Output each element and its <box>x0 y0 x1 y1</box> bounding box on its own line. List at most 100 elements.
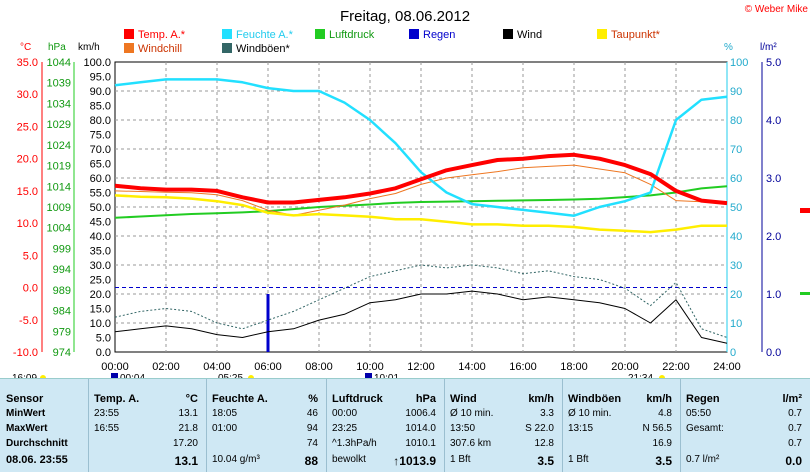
cell-label: 23:25 <box>332 423 358 434</box>
press-tick-label-10: 999 <box>53 243 71 255</box>
legend-label-3: Luftdruck <box>329 29 375 41</box>
cell-value: 17.20 <box>172 438 198 449</box>
wind-tick-label-2: 95.0 <box>90 72 111 84</box>
rain-tick-label-1: 5.0 <box>766 57 781 69</box>
legend-label-2: Feuchte A.* <box>236 29 294 41</box>
table-col-6: Regen l/m² 05:50 0.7 Gesamt: 0.7 0.7 0.7 l/m² 0.… <box>680 379 810 472</box>
series-line-5 <box>114 194 727 234</box>
cell-label: 01:00 <box>212 423 238 434</box>
series-line-2 <box>114 290 728 344</box>
cell-label: Gesamt: <box>686 423 724 434</box>
hum-tick-label-3: 80 <box>730 115 742 127</box>
press-tick-label-7: 1014 <box>47 181 71 193</box>
stats-table: Sensor MinWert MaxWert Durchschnitt 08.0… <box>0 378 810 472</box>
temp-tick-label-6: 10.0 <box>17 218 38 230</box>
col-header: Luftdruck <box>332 393 383 405</box>
sunset-label: 21:34 <box>628 373 653 378</box>
cell-label: Ø 10 min. <box>450 408 494 419</box>
rain-tick-label-2: 4.0 <box>766 115 781 127</box>
wind-tick-label-14: 35.0 <box>90 246 111 258</box>
col-header: Feuchte A. <box>212 393 268 405</box>
sunrise-label: 05:25 <box>218 373 243 378</box>
cell-value: 0.7 <box>788 408 802 419</box>
col-unit: km/h <box>646 393 672 405</box>
wind-tick-label-3: 90.0 <box>90 86 111 98</box>
wind-tick-label-5: 80.0 <box>90 115 111 127</box>
marker-m1-icon <box>111 373 118 378</box>
wind-tick-label-10: 55.0 <box>90 188 111 200</box>
x-tick-label-9: 16:00 <box>509 361 537 373</box>
col-unit: % <box>308 393 318 405</box>
cell-value: 0.0 <box>785 454 802 468</box>
press-tick-label-2: 1039 <box>47 78 71 90</box>
x-tick-label-10: 18:00 <box>560 361 588 373</box>
press-tick-label-6: 1019 <box>47 161 71 173</box>
row-label-current: 08.06. 23:55 <box>6 454 68 466</box>
row-label-max: MaxWert <box>6 423 48 434</box>
cell-label: 18:05 <box>212 408 238 419</box>
table-col-4: Wind km/h Ø 10 min. 3.3 13:50 S 22.0 307.6 km 1… <box>444 379 563 472</box>
wind-tick-label-9: 60.0 <box>90 173 111 185</box>
table-col-5: Windböen km/h Ø 10 min. 4.8 13:15 N 56.5 16.9 1… <box>562 379 681 472</box>
x-tick-label-3: 04:00 <box>203 361 231 373</box>
temp-tick-label-7: 5.0 <box>23 250 38 262</box>
col-header: Wind <box>450 393 477 405</box>
marker-m2-label: 10:01 <box>374 373 399 378</box>
cell-label: bewolkt <box>332 454 366 465</box>
cell-value: 46 <box>306 408 318 419</box>
moon-icon <box>40 375 46 378</box>
press-tick-label-13: 984 <box>53 306 71 318</box>
row-label-min: MinWert <box>6 408 46 419</box>
press-tick-label-15: 974 <box>53 347 71 359</box>
legend-swatch-8 <box>222 43 232 53</box>
cell-label: ^1.3hPa/h <box>332 438 377 449</box>
cell-label: 23:55 <box>94 408 120 419</box>
cell-value: 21.8 <box>178 423 198 434</box>
press-tick-label-8: 1009 <box>47 202 71 214</box>
cell-value: 0.7 <box>788 423 802 434</box>
cell-label: 0.7 l/m² <box>686 454 720 465</box>
temp-tick-label-8: 0.0 <box>23 283 38 295</box>
hum-tick-label-9: 20 <box>730 289 742 301</box>
row-label-avg: Durchschnitt <box>6 438 68 449</box>
legend-label-8: Windböen* <box>236 43 291 55</box>
cell-label: Ø 10 min. <box>568 408 612 419</box>
press-unit: hPa <box>48 42 66 53</box>
cell-value: 3.3 <box>540 408 554 419</box>
chart-title: Freitag, 08.06.2012 <box>340 8 470 25</box>
cell-value: 1010.1 <box>405 438 436 449</box>
rain-tick-label-3: 3.0 <box>766 173 781 185</box>
cell-label: 1 Bft <box>568 454 589 465</box>
press-tick-label-1: 1044 <box>47 57 71 69</box>
cell-value: 74 <box>306 438 318 449</box>
legend-swatch-2 <box>222 29 232 39</box>
wind-tick-label-12: 45.0 <box>90 217 111 229</box>
sunrise-icon <box>248 375 254 378</box>
weather-chart: Freitag, 08.06.2012 © Weber Mike Temp. A.*… <box>12 4 810 378</box>
series-line-3 <box>114 185 728 219</box>
cell-value: 13.1 <box>178 408 198 419</box>
legend-label-5: Wind <box>517 29 542 41</box>
x-tick-label-13: 24:00 <box>713 361 741 373</box>
hum-unit: % <box>724 42 733 53</box>
wind-tick-label-4: 85.0 <box>90 101 111 113</box>
series-line-6 <box>114 78 728 217</box>
x-tick-label-7: 12:00 <box>407 361 435 373</box>
cell-value: 88 <box>304 454 318 468</box>
wind-tick-label-18: 15.0 <box>90 304 111 316</box>
cell-value: 4.8 <box>658 408 672 419</box>
cell-value: 94 <box>306 423 318 434</box>
wind-tick-label-11: 50.0 <box>90 202 111 214</box>
rain-tick-label-6: 0.0 <box>766 347 781 359</box>
table-col-2: Feuchte A.% 18:05 46 01:00 94 74 10.04 g/m³ 88 <box>206 379 327 472</box>
press-tick-label-4: 1029 <box>47 119 71 131</box>
x-tick-label-6: 10:00 <box>356 361 384 373</box>
edge-press-fragment <box>800 292 810 295</box>
wind-tick-label-15: 30.0 <box>90 260 111 272</box>
rain-bar <box>266 294 270 352</box>
wind-tick-label-1: 100.0 <box>83 57 111 69</box>
press-tick-label-9: 1004 <box>47 223 71 235</box>
series-line-1 <box>114 264 728 338</box>
temp-tick-label-2: 30.0 <box>17 89 38 101</box>
cell-value: 13.1 <box>174 454 198 468</box>
